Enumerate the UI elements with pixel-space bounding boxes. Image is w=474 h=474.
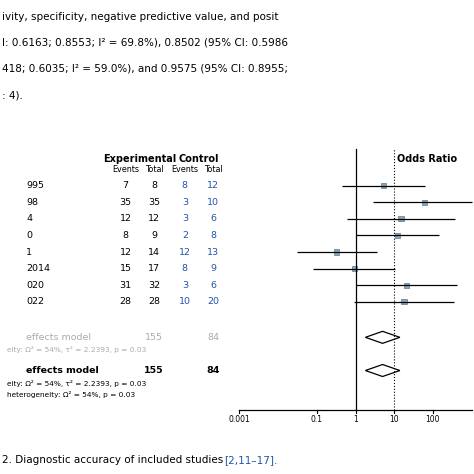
Polygon shape (365, 331, 400, 343)
Text: 3: 3 (182, 198, 188, 207)
Text: 98: 98 (26, 198, 38, 207)
Text: 28: 28 (119, 297, 132, 306)
Text: : 4).: : 4). (2, 90, 23, 100)
Text: 35: 35 (119, 198, 132, 207)
Text: Total: Total (204, 165, 223, 174)
Text: 3: 3 (182, 281, 188, 290)
Text: 6: 6 (210, 281, 216, 290)
Text: 7: 7 (123, 181, 128, 190)
Text: 4: 4 (26, 214, 32, 223)
FancyBboxPatch shape (381, 183, 386, 188)
Text: 2: 2 (182, 231, 188, 240)
Text: effects model: effects model (26, 366, 99, 375)
Text: 12: 12 (148, 214, 160, 223)
Text: 155: 155 (145, 333, 163, 342)
Text: ivity, specificity, negative predictive value, and posit: ivity, specificity, negative predictive … (2, 12, 279, 22)
Text: 17: 17 (148, 264, 160, 273)
FancyBboxPatch shape (404, 283, 409, 288)
Text: 15: 15 (119, 264, 132, 273)
FancyBboxPatch shape (401, 299, 407, 304)
Text: 84: 84 (207, 366, 220, 375)
Text: 10: 10 (390, 415, 399, 424)
Text: 022: 022 (26, 297, 44, 306)
Text: 28: 28 (148, 297, 160, 306)
Text: 8: 8 (151, 181, 157, 190)
Text: 32: 32 (148, 281, 160, 290)
Text: 1: 1 (26, 247, 32, 256)
Text: 3: 3 (182, 214, 188, 223)
Text: 12: 12 (207, 181, 219, 190)
Text: Events: Events (172, 165, 198, 174)
Text: 10: 10 (179, 297, 191, 306)
Text: 6: 6 (210, 214, 216, 223)
Text: 100: 100 (426, 415, 440, 424)
Text: 1: 1 (353, 415, 358, 424)
Text: 2. Diagnostic accuracy of included studies: 2. Diagnostic accuracy of included studi… (2, 455, 227, 465)
Text: 14: 14 (148, 247, 160, 256)
Text: 12: 12 (179, 247, 191, 256)
Text: 0.1: 0.1 (311, 415, 323, 424)
Text: eity: Ω² = 54%, τ² = 2.2393, p = 0.03: eity: Ω² = 54%, τ² = 2.2393, p = 0.03 (7, 380, 146, 387)
Text: 418; 0.6035; I² = 59.0%), and 0.9575 (95% CI: 0.8955;: 418; 0.6035; I² = 59.0%), and 0.9575 (95… (2, 64, 288, 74)
Text: 13: 13 (207, 247, 219, 256)
Text: Odds Ratio: Odds Ratio (397, 154, 457, 164)
Text: 0: 0 (26, 231, 32, 240)
Text: 2014: 2014 (26, 264, 50, 273)
Text: heterogeneity: Ω² = 54%, p = 0.03: heterogeneity: Ω² = 54%, p = 0.03 (7, 392, 135, 399)
Polygon shape (365, 365, 400, 376)
Text: I: 0.6163; 0.8553; I² = 69.8%), 0.8502 (95% CI: 0.5986: I: 0.6163; 0.8553; I² = 69.8%), 0.8502 (… (2, 38, 288, 48)
Text: 8: 8 (123, 231, 128, 240)
Text: Control: Control (179, 154, 219, 164)
Text: Total: Total (145, 165, 164, 174)
Text: 10: 10 (207, 198, 219, 207)
Text: 84: 84 (207, 333, 219, 342)
Text: 8: 8 (182, 264, 188, 273)
Text: 0.001: 0.001 (228, 415, 250, 424)
FancyBboxPatch shape (422, 200, 427, 205)
FancyBboxPatch shape (352, 266, 357, 271)
FancyBboxPatch shape (399, 216, 404, 221)
Text: 9: 9 (151, 231, 157, 240)
Text: [2,11–17].: [2,11–17]. (225, 455, 278, 465)
FancyBboxPatch shape (395, 233, 400, 238)
Text: 35: 35 (148, 198, 160, 207)
Text: eity: Ω² = 54%, τ² = 2.2393, p = 0.03: eity: Ω² = 54%, τ² = 2.2393, p = 0.03 (7, 346, 146, 353)
FancyBboxPatch shape (334, 249, 339, 255)
Text: 995: 995 (26, 181, 44, 190)
Text: 31: 31 (119, 281, 132, 290)
Text: 8: 8 (210, 231, 216, 240)
Text: Events: Events (112, 165, 139, 174)
Text: 020: 020 (26, 281, 44, 290)
Text: Experimental: Experimental (103, 154, 176, 164)
Text: 8: 8 (182, 181, 188, 190)
Text: 155: 155 (144, 366, 164, 375)
Text: 20: 20 (207, 297, 219, 306)
Text: 12: 12 (119, 214, 132, 223)
Text: effects model: effects model (26, 333, 91, 342)
Text: 9: 9 (210, 264, 216, 273)
Text: 12: 12 (119, 247, 132, 256)
